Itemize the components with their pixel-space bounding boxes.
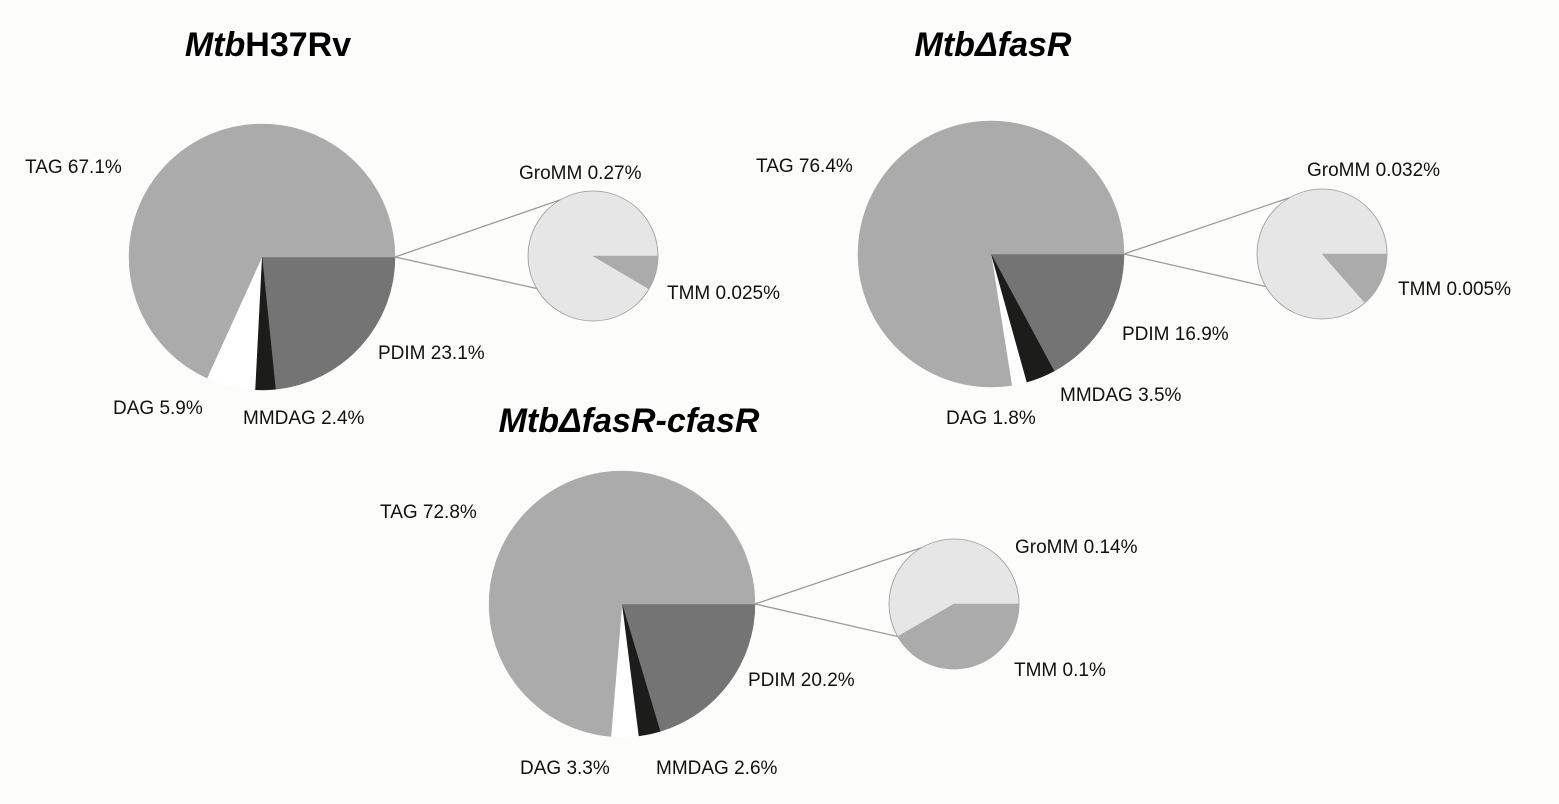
label-pdim: PDIM 20.2% (748, 670, 855, 691)
connector-line-top (754, 547, 922, 605)
pie-chart-3: MtbΔfasR-cfasR TAG 72.8% DAG 3.3% MMDAG 2.6… (380, 402, 1138, 779)
main-pie (857, 120, 1125, 388)
main-pie (488, 470, 756, 738)
label-tmm: TMM 0.025% (667, 283, 780, 304)
slice-tag (488, 470, 756, 737)
secondary-pie (1256, 188, 1388, 320)
slice-dag (991, 254, 1027, 386)
label-tag: TAG 72.8% (380, 502, 477, 523)
label-gromm: GroMM 0.27% (519, 163, 642, 184)
slice-tmm (592, 255, 659, 290)
secondary-pie (527, 190, 659, 322)
connector-line-top (1123, 197, 1290, 255)
label-pdim: PDIM 16.9% (1122, 324, 1229, 345)
slice-mmdag (621, 603, 661, 737)
connector-line-top (394, 199, 561, 258)
slice-tag (128, 123, 396, 379)
connector-line-bottom (754, 603, 898, 638)
label-pdim: PDIM 23.1% (378, 343, 485, 364)
pie-chart-2: MtbΔfasR TAG 76.4% DAG 1.8% MMDAG 3.5% PDIM … (756, 26, 1511, 429)
connector-line-bottom (394, 256, 537, 290)
chart-title: MtbΔfasR-cfasR (499, 402, 760, 440)
label-dag: DAG 3.3% (520, 758, 610, 779)
secondary-pie (888, 538, 1020, 670)
slice-pdim (261, 256, 396, 390)
label-mmdag: MMDAG 2.4% (243, 408, 365, 429)
slice-tmm (1321, 253, 1388, 304)
label-mmdag: MMDAG 2.6% (656, 758, 778, 779)
pie-chart-1: MtbH37Rv TAG 67.1% DAG 5.9% MMDAG 2.4% PDIM … (25, 26, 780, 429)
label-tmm: TMM 0.005% (1398, 279, 1511, 300)
chart-title: MtbH37Rv (185, 26, 351, 64)
label-gromm: GroMM 0.032% (1307, 160, 1440, 181)
slice-mmdag (254, 256, 276, 391)
slice-pdim (621, 603, 756, 732)
label-tmm: TMM 0.1% (1014, 660, 1106, 681)
label-mmdag: MMDAG 3.5% (1060, 385, 1182, 406)
label-gromm: GroMM 0.14% (1015, 537, 1138, 558)
chart-title-part: MtbΔfasR-cfasR (499, 402, 760, 440)
label-dag: DAG 1.8% (946, 408, 1036, 429)
slice-dag (207, 257, 262, 390)
chart-title-part: MtbΔfasR (915, 26, 1072, 64)
label-tag: TAG 67.1% (25, 157, 122, 178)
connector-line-bottom (1123, 253, 1266, 288)
slice-mmdag (990, 253, 1055, 383)
chart-title-part: H37Rv (245, 26, 351, 64)
slice-tmm (897, 603, 1020, 670)
slice-tag (857, 120, 1125, 388)
slice-pdim (990, 253, 1125, 372)
chart-title: MtbΔfasR (915, 26, 1072, 64)
label-tag: TAG 76.4% (756, 156, 853, 177)
label-dag: DAG 5.9% (113, 398, 203, 419)
main-pie (128, 123, 396, 391)
slice-dag (610, 604, 639, 738)
chart-title-part: Mtb (185, 26, 245, 64)
